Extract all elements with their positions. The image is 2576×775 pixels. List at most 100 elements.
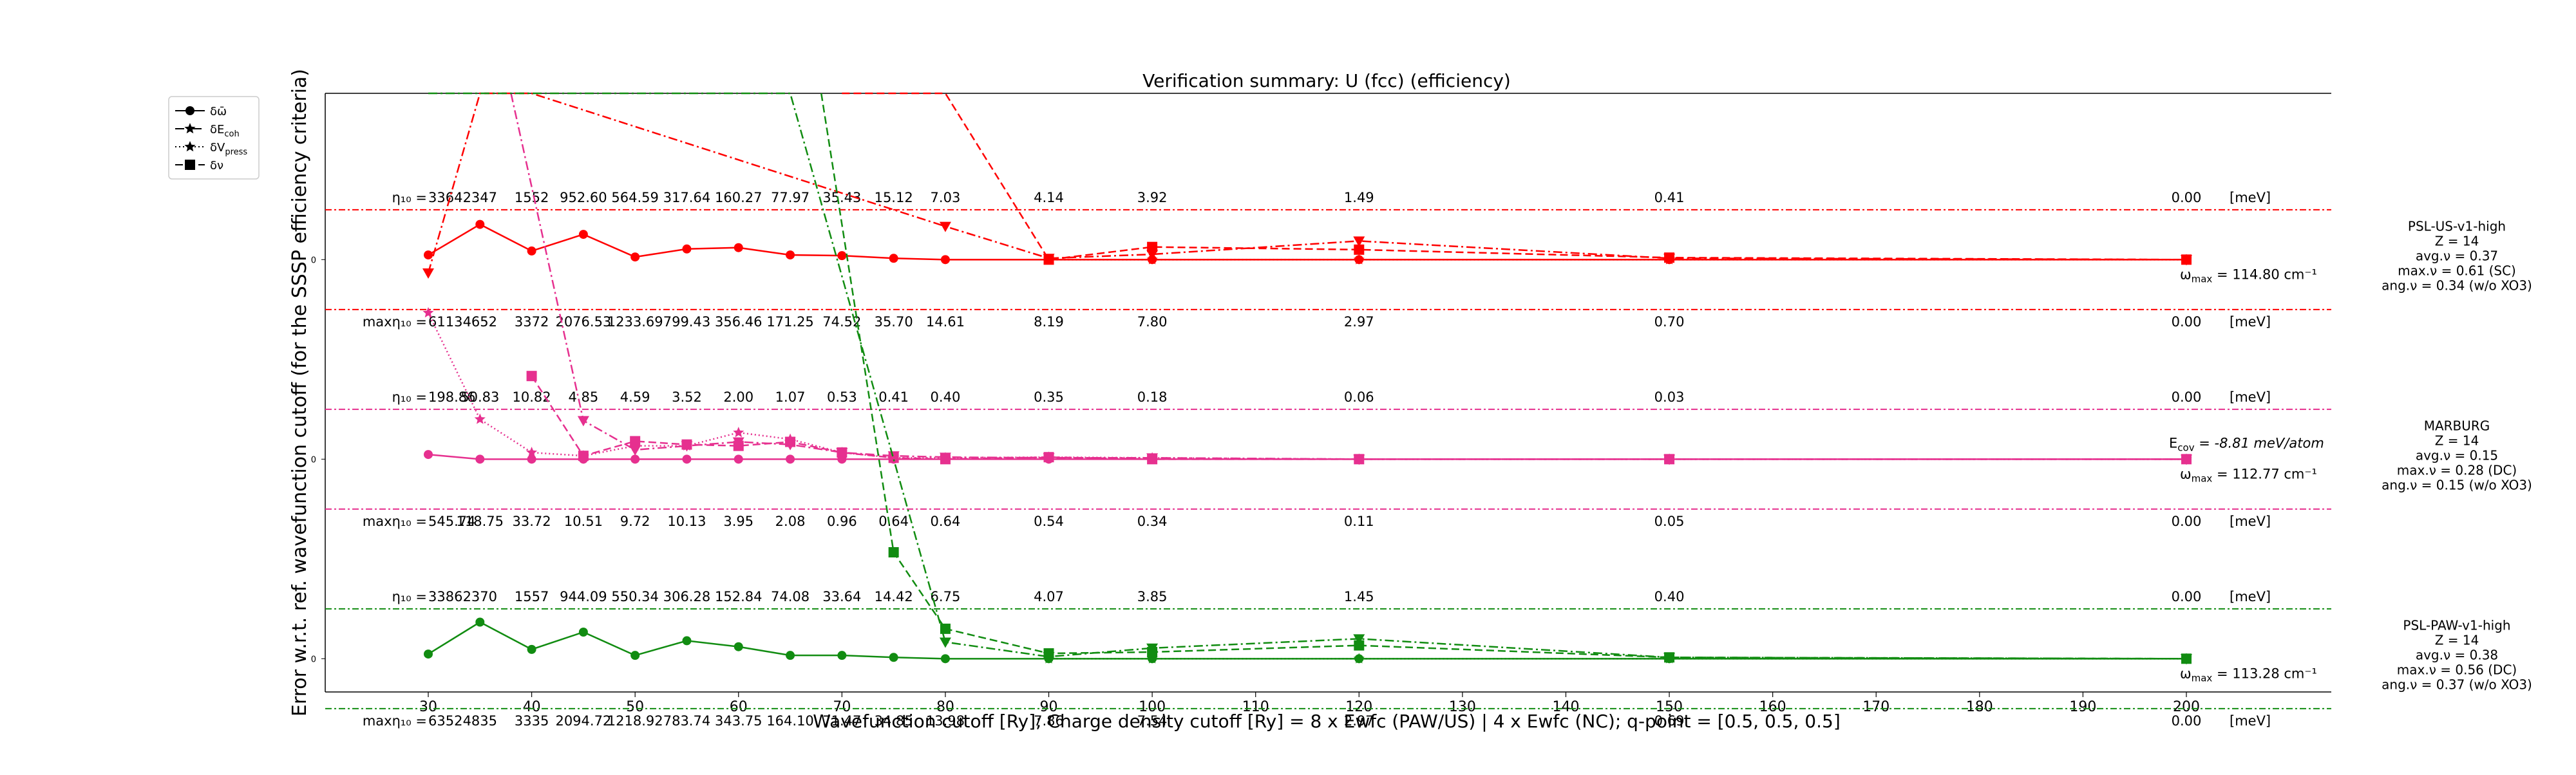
data-point: [630, 454, 640, 464]
data-point: [527, 246, 536, 256]
data-point: [185, 160, 195, 170]
ecov-label: Ecov = -8.81 meV/atom: [2169, 435, 2324, 453]
data-point: [837, 651, 847, 660]
eta-prefix: η₁₀ =: [392, 589, 427, 604]
maxeta-value: 2.08: [775, 514, 806, 529]
eta-value: 3386: [428, 589, 462, 604]
maxeta-value: 118.75: [457, 514, 504, 529]
data-point: [1353, 634, 1365, 645]
x-tick-label: 40: [523, 699, 541, 715]
maxeta-value: 0.05: [1654, 514, 1685, 529]
data-point: [424, 450, 433, 460]
eta-value: 0.00: [2172, 190, 2202, 205]
eta-value: 14.42: [875, 589, 913, 604]
panel-psl-us-v1-high: 0 η₁₀ = 3364 2347 1552 952.60 564.59 317.64 160…: [311, 92, 2532, 330]
ecov-value: = -8.81 meV/atom: [2195, 435, 2324, 451]
eta-value: 0.03: [1654, 389, 1685, 405]
x-tick-label: 60: [730, 699, 748, 715]
ecov-symbol: E: [2169, 435, 2177, 451]
omega-label: ωmax = 112.77 cm⁻¹: [2180, 466, 2317, 484]
chart-title: Verification summary: U (fcc) (efficienc…: [1142, 70, 1511, 91]
y-axis-label: Error w.r.t. ref. wavefunction cutoff (f…: [289, 69, 311, 716]
eta-value: 15.12: [875, 190, 913, 205]
data-point: [940, 654, 950, 664]
data-point: [184, 123, 196, 134]
series-line: [820, 93, 2187, 660]
legend-label-main: δE: [210, 123, 224, 136]
data-point: [422, 268, 434, 279]
data-point: [1146, 254, 1158, 265]
data-point: [940, 255, 950, 265]
data-point: [734, 642, 743, 651]
maxeta-unit: [meV]: [2230, 314, 2271, 330]
maxeta-value: 7.54: [1137, 713, 1168, 729]
data-point: [422, 307, 434, 318]
ecov-sub: cov: [2177, 442, 2194, 453]
data-point: [786, 651, 795, 660]
panel-info-line: Z = 14: [2435, 433, 2479, 448]
data-point: [629, 445, 641, 456]
eta-value: 3.85: [1137, 589, 1168, 604]
data-point: [1043, 452, 1054, 463]
omega-symbol: ω: [2180, 466, 2192, 481]
data-point: [888, 547, 899, 557]
data-point: [474, 413, 486, 424]
eta-value: 4.59: [620, 389, 650, 405]
eta-value: 306.28: [663, 589, 710, 604]
maxeta-value: 0.00: [2172, 314, 2202, 330]
data-point: [1353, 236, 1365, 247]
data-point: [1146, 653, 1158, 664]
omega-label: ωmax = 114.80 cm⁻¹: [2180, 266, 2317, 285]
maxeta-value: 71.47: [822, 713, 861, 729]
maxeta-value: 1233.69: [607, 314, 663, 330]
data-point: [475, 219, 485, 229]
omega-symbol: ω: [2180, 666, 2192, 681]
eta-value: 1557: [515, 589, 549, 604]
eta-value: 0.06: [1344, 389, 1374, 405]
data-point: [682, 636, 692, 646]
data-point: [785, 436, 796, 447]
maxeta-value: 34.85: [875, 713, 913, 729]
x-tick-label: 90: [1040, 699, 1058, 715]
x-tick-label: 30: [419, 699, 437, 715]
data-point: [889, 254, 898, 263]
panel-info-line: Z = 14: [2435, 233, 2479, 248]
data-point: [734, 243, 743, 252]
x-tick-label: 100: [1139, 699, 1166, 715]
eta-value: 0.40: [931, 389, 961, 405]
data-point: [526, 447, 538, 458]
maxeta-value: 0.69: [1654, 713, 1685, 729]
data-point: [578, 451, 589, 462]
data-point: [734, 454, 743, 464]
data-point: [682, 244, 692, 254]
data-point: [1147, 647, 1158, 657]
data-point: [1354, 454, 1365, 465]
data-point: [1043, 254, 1054, 265]
eta-value: 2370: [463, 589, 497, 604]
maxeta-value: 4835: [463, 713, 497, 729]
maxeta-value: 164.10: [766, 713, 813, 729]
eta-prefix: η₁₀ =: [392, 190, 427, 205]
omega-label: ωmax = 113.28 cm⁻¹: [2180, 666, 2317, 684]
eta-value: 33.64: [822, 589, 861, 604]
maxeta-value: 0.96: [827, 514, 857, 529]
omega-value: = 113.28 cm⁻¹: [2212, 666, 2317, 681]
x-tick-label: 190: [2069, 699, 2096, 715]
data-point: [1147, 454, 1158, 465]
omega-symbol: ω: [2180, 266, 2192, 282]
maxeta-unit: [meV]: [2230, 514, 2271, 529]
maxeta-value: 2.97: [1344, 314, 1374, 330]
eta-value: 2.00: [723, 389, 753, 405]
maxeta-value: 0.54: [1034, 514, 1064, 529]
maxeta-value: 0.11: [1344, 514, 1374, 529]
eta-value: 317.64: [663, 190, 710, 205]
maxeta-value: 1218.92: [607, 713, 663, 729]
panel-info-line: ang.ν = 0.34 (w/o XO3): [2382, 277, 2532, 293]
x-axis-label: Wavefunction cutoff [Ry]; Charge density…: [813, 711, 1841, 732]
data-point: [630, 436, 641, 447]
data-point: [577, 416, 589, 427]
maxeta-prefix: maxη₁₀ =: [363, 713, 427, 729]
maxeta-value: 6113: [428, 314, 462, 330]
